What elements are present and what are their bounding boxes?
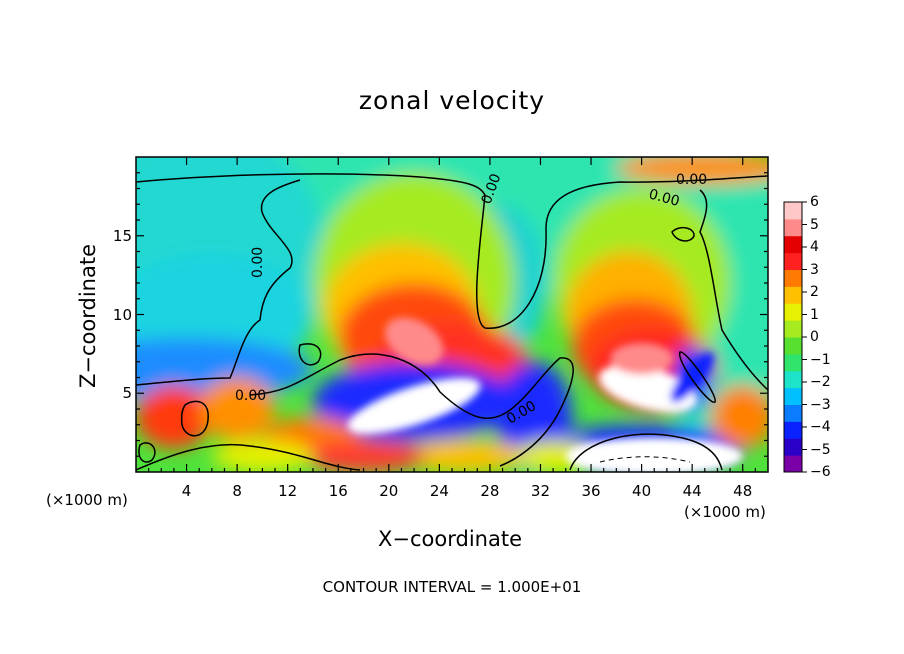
colorbar-swatch-14 — [784, 218, 802, 237]
contour-left — [136, 179, 301, 386]
y-tick-label-2: 15 — [112, 226, 132, 245]
field-core-3 — [610, 342, 674, 375]
colorbar-label-12: −6 — [810, 464, 831, 480]
x-unit-left: (×1000 m) — [46, 491, 128, 509]
colorbar-label-7: −1 — [810, 351, 831, 368]
colorbar-swatch-6 — [784, 353, 802, 372]
colorbar-label-0: 6 — [810, 194, 819, 210]
x-tick-label-7: 32 — [530, 482, 551, 500]
colorbar-label-11: −5 — [810, 441, 831, 458]
field-blob-26 — [616, 157, 768, 184]
x-axis-label: X−coordinate — [378, 527, 522, 551]
field-blob-23 — [300, 440, 427, 472]
x-unit-right: (×1000 m) — [684, 503, 766, 521]
colorbar-swatch-4 — [784, 387, 802, 405]
x-tick-label-2: 12 — [278, 482, 298, 500]
contour-dashed — [599, 456, 691, 463]
colorbar-label-8: −2 — [810, 374, 831, 390]
colorbar-swatch-8 — [784, 320, 802, 338]
y-tick-label-0: 5 — [122, 384, 132, 403]
contour-blue-loop — [679, 351, 716, 403]
colorbar-swatch-7 — [784, 337, 802, 355]
contour-small-2 — [138, 442, 156, 463]
x-tick-label-8: 36 — [581, 482, 601, 500]
colorbar-swatch-12 — [784, 252, 802, 270]
colorbar-swatch-11 — [784, 269, 802, 287]
colorbar-swatch-2 — [784, 421, 802, 439]
colorbar-label-1: 5 — [810, 216, 819, 233]
y-tick-label-1: 10 — [112, 305, 132, 324]
field-core-0 — [347, 377, 481, 434]
colorbar-label-4: 2 — [810, 284, 819, 300]
colorbar-swatch-15 — [784, 202, 802, 220]
field-core-4 — [670, 352, 714, 403]
colorbar-swatch-0 — [784, 455, 802, 473]
contour-label-3: 0.00 — [647, 186, 681, 210]
field-blob-19 — [199, 377, 276, 441]
x-tick-label-3: 16 — [328, 482, 348, 500]
x-tick-label-1: 8 — [232, 482, 242, 500]
x-tick-label-11: 48 — [733, 482, 753, 500]
colorbar-swatch-9 — [784, 303, 802, 321]
contour-mid — [249, 353, 574, 467]
colorbar-swatch-10 — [784, 286, 802, 304]
colorbar-swatch-1 — [784, 438, 802, 456]
field-core-5 — [565, 437, 743, 472]
contour-lower-band — [136, 443, 361, 471]
colorbar-swatch-13 — [784, 235, 802, 254]
x-tick-label-5: 24 — [429, 482, 449, 500]
chart-title: zonal velocity — [358, 86, 546, 115]
contour-label-4: 0.00 — [676, 172, 707, 188]
contour-upper — [136, 173, 768, 329]
field-blob-21 — [401, 440, 528, 472]
x-tick-label-9: 40 — [632, 482, 652, 500]
colorbar-label-10: −4 — [810, 419, 831, 435]
x-tick-label-4: 20 — [379, 482, 399, 500]
x-tick-label-6: 28 — [480, 482, 500, 500]
x-tick-label-10: 44 — [682, 482, 702, 500]
colorbar-label-9: −3 — [810, 396, 831, 413]
contour-small-1 — [180, 400, 209, 437]
field-blob-3 — [136, 338, 313, 402]
colorbar-swatch-5 — [784, 370, 802, 389]
field-core-2 — [384, 317, 444, 366]
contour-right — [699, 189, 768, 391]
colorbar-label-6: 0 — [810, 329, 819, 345]
y-axis-label: Z−coordinate — [76, 244, 100, 388]
contour-bottom — [569, 433, 723, 471]
colorbar-swatch-3 — [784, 404, 802, 422]
colorbar-label-2: 4 — [810, 239, 819, 255]
colorbar-label-5: 1 — [810, 306, 819, 323]
x-tick-label-0: 4 — [181, 482, 192, 500]
colorbar-label-3: 3 — [810, 261, 819, 278]
contour-small-3 — [298, 343, 322, 366]
contour-label-1: 0.00 — [235, 388, 266, 404]
contour-label-0: 0.00 — [250, 247, 266, 278]
field-blob-22 — [711, 385, 768, 449]
contour-interval-note: CONTOUR INTERVAL = 1.000E+01 — [322, 578, 582, 596]
contour-right-loop — [671, 226, 695, 242]
